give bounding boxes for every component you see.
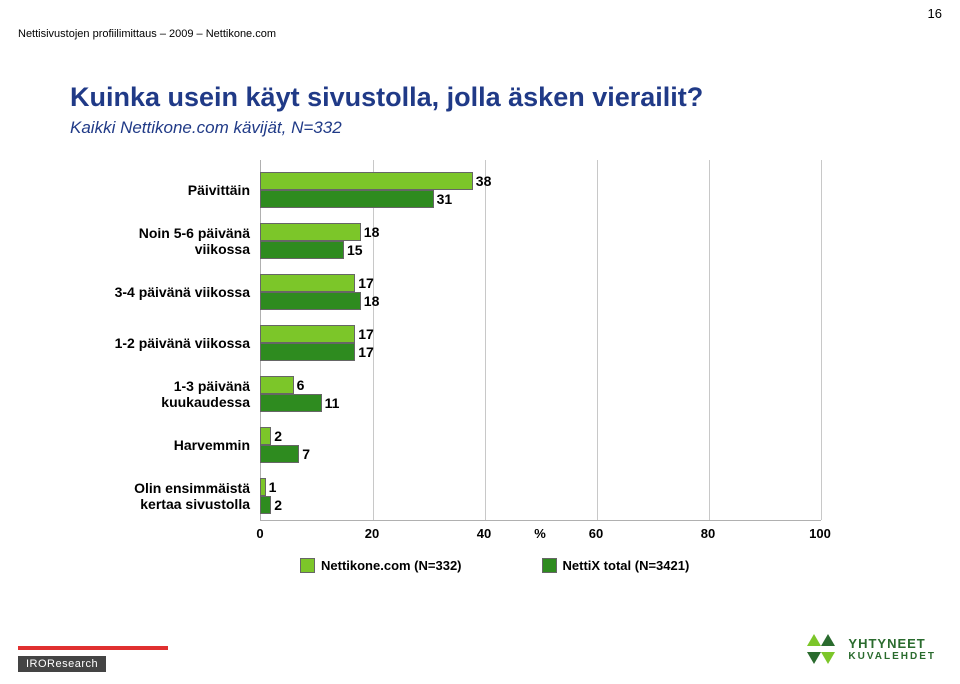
bar-value-label: 1: [269, 479, 277, 495]
category-label: 1-3 päivänäkuukaudessa: [60, 378, 250, 410]
bar-value-label: 17: [358, 326, 374, 342]
bar-value-label: 11: [325, 395, 340, 411]
bar: 1: [260, 478, 266, 496]
bar-value-label: 17: [358, 275, 374, 291]
bar: 31: [260, 190, 434, 208]
bar: 15: [260, 241, 344, 259]
bar: 18: [260, 292, 361, 310]
bar-value-label: 38: [476, 173, 492, 189]
bar-value-label: 7: [302, 446, 310, 462]
category-label: Noin 5-6 päivänäviikossa: [60, 225, 250, 257]
category-row: Olin ensimmäistäkertaa sivustolla12: [60, 472, 880, 520]
bar-value-label: 31: [437, 191, 453, 207]
bar: 11: [260, 394, 322, 412]
legend: Nettikone.com (N=332) NettiX total (N=342…: [300, 558, 689, 573]
bar: 17: [260, 325, 355, 343]
bar-value-label: 17: [358, 344, 374, 360]
legend-label: Nettikone.com (N=332): [321, 558, 462, 573]
category-row: Päivittäin3831: [60, 166, 880, 214]
category-label: 1-2 päivänä viikossa: [60, 335, 250, 351]
footer-right-brand-line1: YHTYNEET: [848, 636, 936, 651]
x-axis-title: %: [534, 526, 546, 541]
category-label: 3-4 päivänä viikossa: [60, 284, 250, 300]
bar-value-label: 18: [364, 224, 380, 240]
footer-left-brand: IROResearch: [18, 656, 106, 672]
bar: 6: [260, 376, 294, 394]
x-tick-label: 60: [589, 526, 603, 541]
bar: 2: [260, 427, 271, 445]
bar: 7: [260, 445, 299, 463]
category-label: Päivittäin: [60, 182, 250, 198]
page-subtitle: Kaikki Nettikone.com kävijät, N=332: [70, 118, 342, 138]
page-number: 16: [928, 6, 942, 21]
x-tick-label: 20: [365, 526, 379, 541]
footer-right-brand: YHTYNEET KUVALEHDET: [804, 632, 936, 666]
bar-value-label: 15: [347, 242, 363, 258]
bar: 17: [260, 274, 355, 292]
x-tick-label: 100: [809, 526, 831, 541]
footer-accent-bar: [18, 646, 168, 650]
bar: 2: [260, 496, 271, 514]
bar: 17: [260, 343, 355, 361]
bar-value-label: 6: [297, 377, 305, 393]
legend-swatch: [300, 558, 315, 573]
category-label: Olin ensimmäistäkertaa sivustolla: [60, 480, 250, 512]
bar-value-label: 18: [364, 293, 380, 309]
legend-item: Nettikone.com (N=332): [300, 558, 462, 573]
bar: 18: [260, 223, 361, 241]
category-row: 1-3 päivänäkuukaudessa611: [60, 370, 880, 418]
legend-item: NettiX total (N=3421): [542, 558, 690, 573]
x-tick-label: 40: [477, 526, 491, 541]
bar-value-label: 2: [274, 497, 282, 513]
bar: 38: [260, 172, 473, 190]
x-tick-label: 0: [256, 526, 263, 541]
x-tick-label: 80: [701, 526, 715, 541]
page-title: Kuinka usein käyt sivustolla, jolla äske…: [70, 82, 703, 113]
category-row: Noin 5-6 päivänäviikossa1815: [60, 217, 880, 265]
category-row: 3-4 päivänä viikossa1718: [60, 268, 880, 316]
category-row: Harvemmin27: [60, 421, 880, 469]
header-line: Nettisivustojen profiilimittaus – 2009 –…: [18, 28, 276, 40]
category-row: 1-2 päivänä viikossa1717: [60, 319, 880, 367]
legend-label: NettiX total (N=3421): [563, 558, 690, 573]
legend-swatch: [542, 558, 557, 573]
bar-value-label: 2: [274, 428, 282, 444]
chart: 020406080100%Päivittäin3831Noin 5-6 päiv…: [60, 160, 880, 590]
footer-right-brand-line2: KUVALEHDET: [848, 651, 936, 662]
logo-icon: [804, 632, 838, 666]
category-label: Harvemmin: [60, 437, 250, 453]
